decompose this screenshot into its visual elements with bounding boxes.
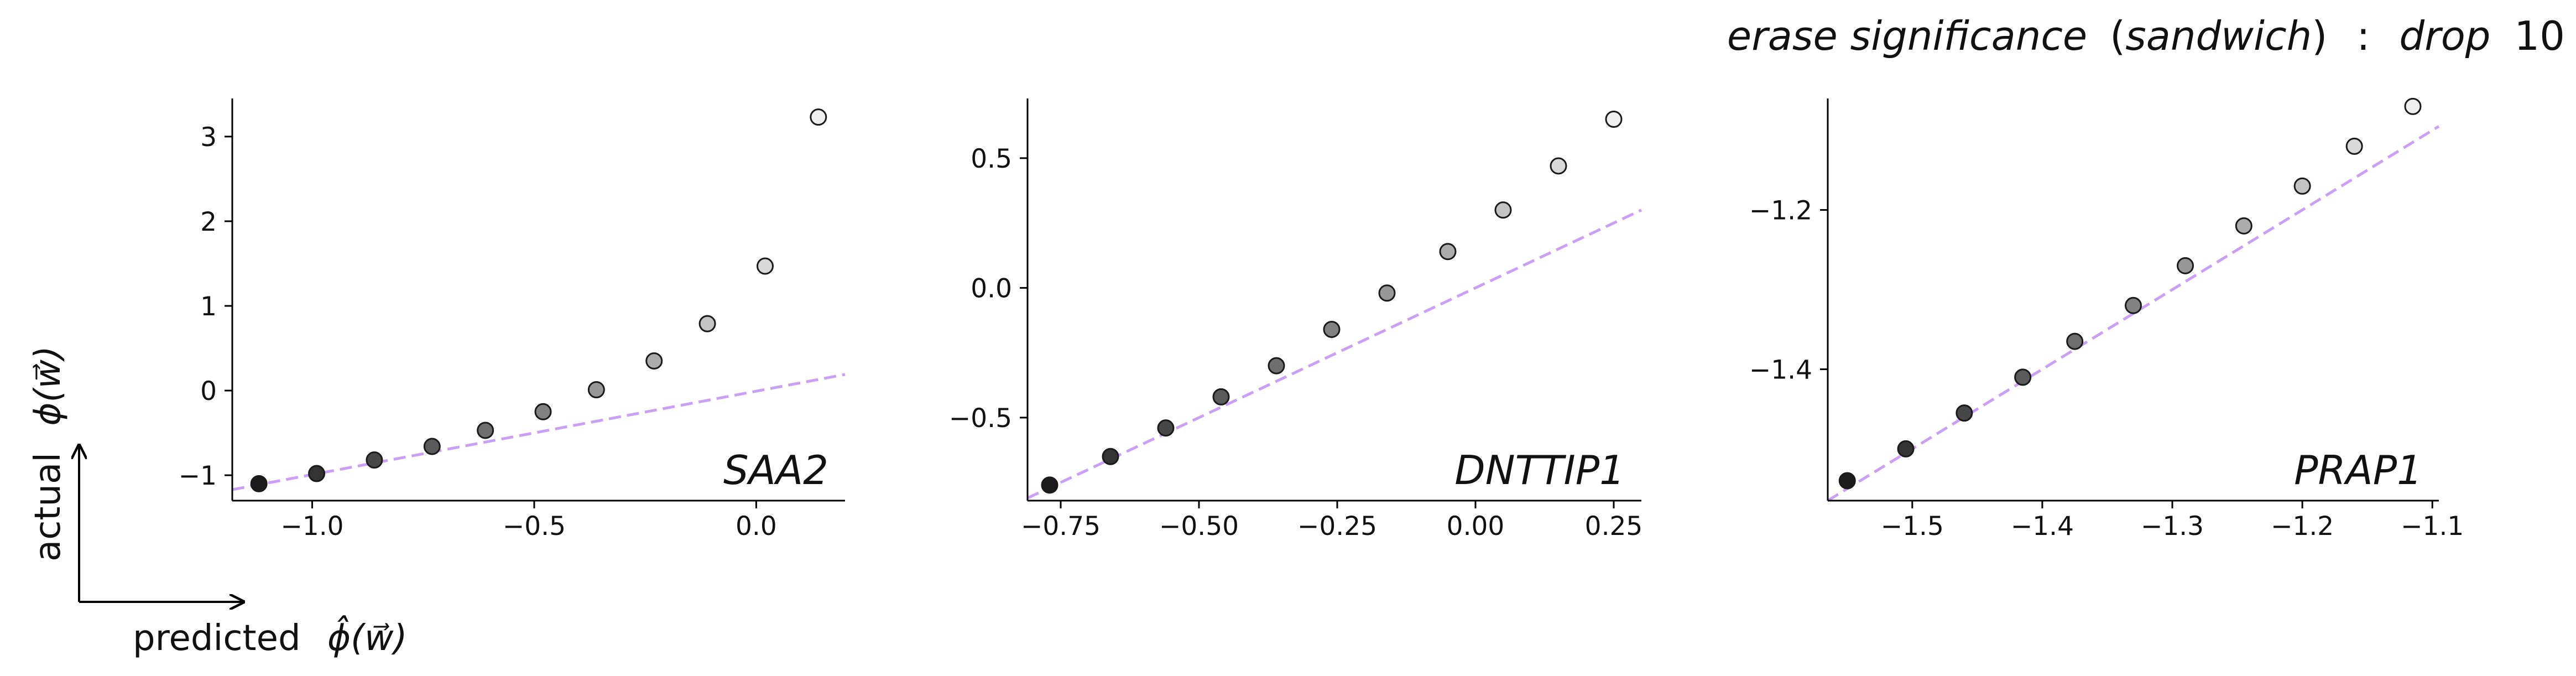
y-tick-label: 2 [200, 207, 217, 237]
data-point [1550, 157, 1567, 175]
x-tick-label: −1.1 [2401, 511, 2464, 542]
data-point [1605, 111, 1623, 128]
data-point [2404, 97, 2422, 115]
reference-line [1026, 209, 1642, 500]
panel-prap1: −1.5 −1.4 −1.3 −1.2 −1.1 −1.4 −1.2 PRAP1 [1749, 97, 2464, 542]
data-point [2235, 217, 2252, 235]
data-point [587, 381, 605, 399]
data-point [1494, 201, 1512, 219]
data-point [1212, 388, 1230, 405]
x-tick-label: −0.5 [503, 511, 566, 542]
data-point [2066, 332, 2084, 350]
x-tick-label: −1.4 [2011, 511, 2074, 542]
y-tick-label: 0.5 [971, 144, 1012, 174]
x-tick-label: −1.2 [2271, 511, 2334, 542]
y-axis-label: actual ϕ(w⃗) [28, 346, 69, 561]
x-tick-label: −0.50 [1159, 511, 1239, 542]
x-tick-label: 0.0 [736, 511, 777, 542]
x-tick-label: −0.25 [1297, 511, 1377, 542]
panel-saa2: −1.0 −0.5 0.0 −1 0 1 2 3 SAA2 [179, 98, 846, 542]
data-point [2293, 177, 2311, 195]
data-point [1323, 320, 1341, 338]
gene-label: SAA2 [723, 447, 828, 493]
data-point [250, 475, 268, 492]
data-point [1897, 440, 1915, 457]
data-point [810, 108, 827, 126]
y-tick-label: 3 [200, 122, 217, 153]
data-point [1378, 284, 1396, 302]
x-axis-label: predicted ϕ̂(w⃗) [133, 615, 407, 659]
y-tick-label: −0.5 [949, 403, 1012, 434]
data-point [2345, 137, 2363, 155]
data-point [1102, 448, 1119, 465]
x-tick-label: 0.25 [1585, 511, 1643, 542]
y-tick-label: 0 [200, 376, 217, 407]
data-point [2177, 257, 2194, 274]
x-tick-label: −1.3 [2141, 511, 2204, 542]
x-tick-label: −0.75 [1021, 511, 1101, 542]
y-tick-label: −1 [179, 461, 217, 491]
y-tick-label: −1.2 [1749, 196, 1812, 226]
axis-key: actual ϕ(w⃗) predicted ϕ̂(w⃗) [28, 346, 407, 659]
data-point [308, 465, 326, 482]
data-point [1268, 357, 1285, 375]
data-point [698, 315, 716, 332]
data-point [477, 422, 494, 439]
data-point [756, 257, 774, 275]
data-point [1041, 476, 1058, 494]
data-point [366, 451, 383, 469]
y-tick-label: 0.0 [971, 273, 1012, 304]
data-point [2014, 368, 2032, 386]
panel-dnttip1: −0.75 −0.50 −0.25 0.00 0.25 −0.5 0.0 0.5 DNTTIP1 [949, 98, 1642, 542]
data-point [1157, 419, 1175, 437]
gene-label: PRAP1 [2294, 447, 2422, 493]
data-point [2125, 297, 2142, 314]
gene-label: DNTTIP1 [1454, 447, 1625, 493]
data-point [1838, 472, 1856, 490]
data-point [645, 352, 663, 370]
data-point [534, 403, 552, 420]
data-point [1956, 404, 1973, 422]
data-point [1439, 243, 1457, 261]
y-tick-label: −1.4 [1749, 355, 1812, 385]
reference-line [232, 373, 846, 491]
figure-title: erase significance (sandwich) : drop 10 [1727, 13, 2565, 59]
data-point [423, 438, 441, 455]
x-tick-label: −1.5 [1881, 511, 1944, 542]
x-tick-label: 0.00 [1447, 511, 1505, 542]
y-tick-label: 1 [200, 292, 217, 322]
x-tick-label: −1.0 [280, 511, 343, 542]
